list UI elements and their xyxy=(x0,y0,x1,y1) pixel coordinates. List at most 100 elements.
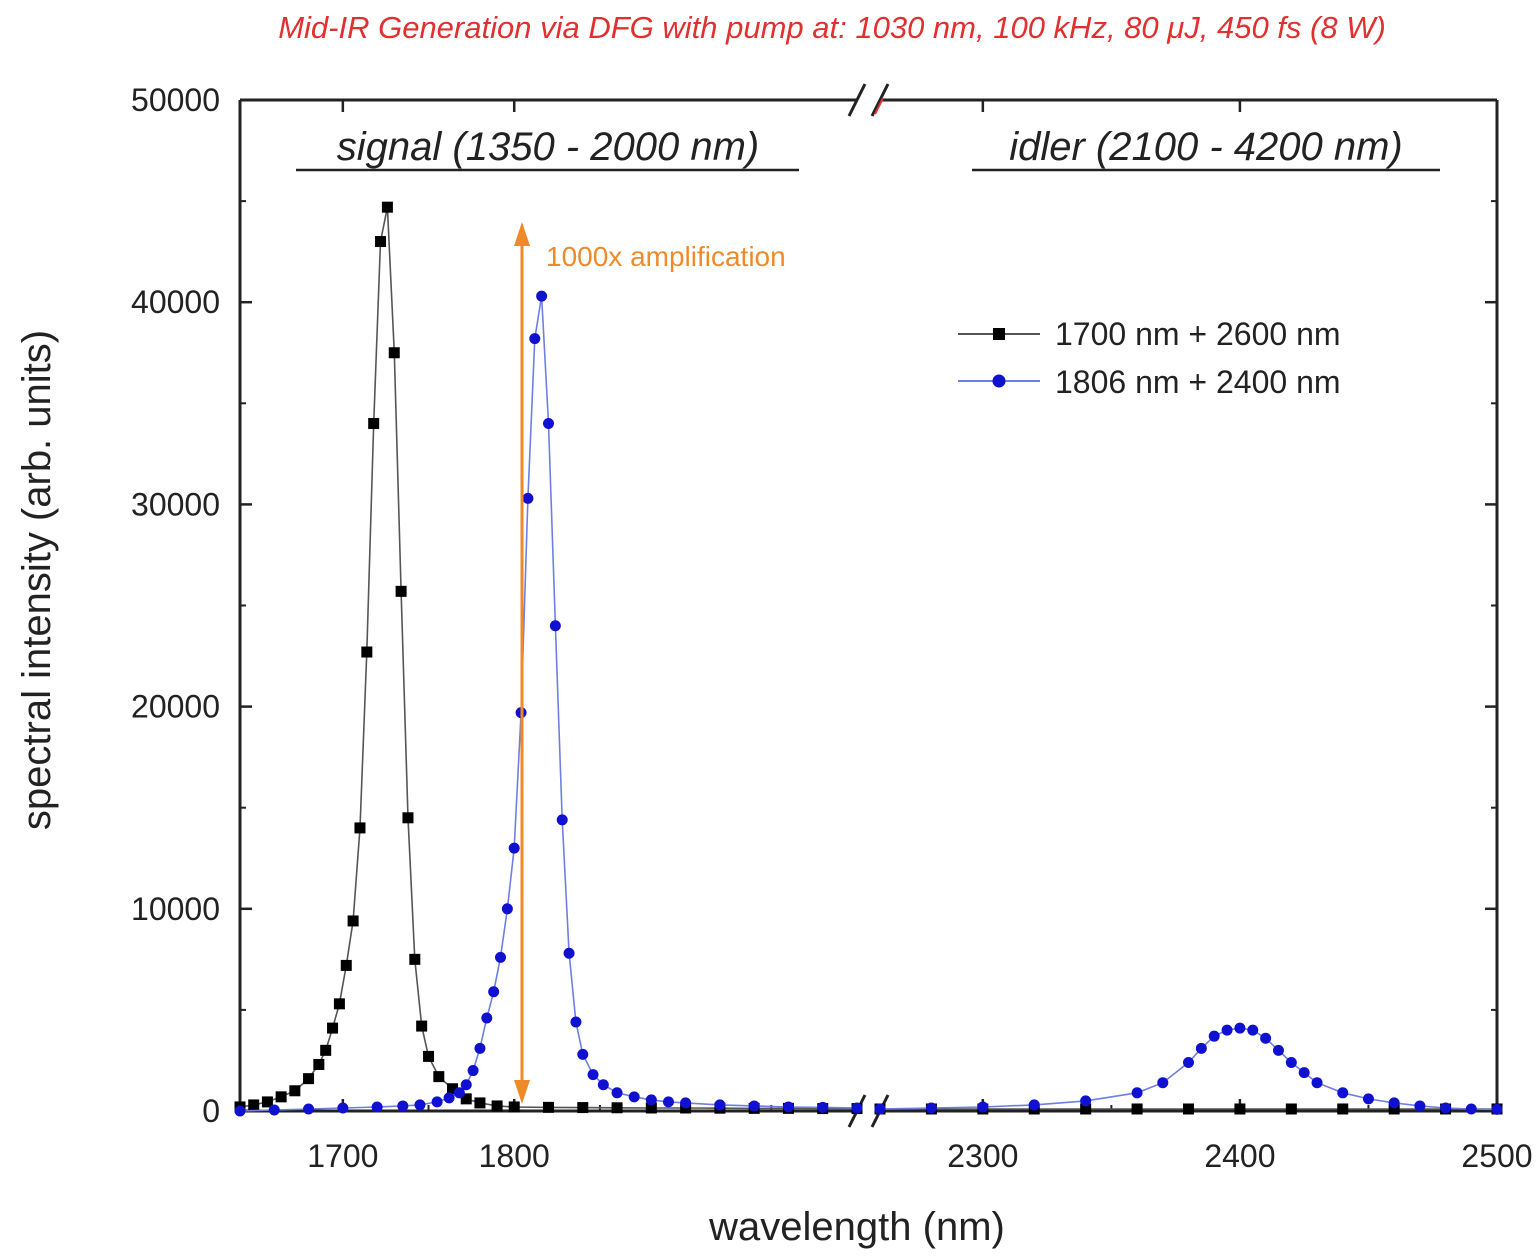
data-point-series-1 xyxy=(597,1079,609,1091)
data-point-series-1 xyxy=(1028,1099,1040,1111)
data-point-series-0 xyxy=(1234,1103,1246,1115)
data-point-series-0 xyxy=(388,347,400,359)
data-point-series-1 xyxy=(268,1104,280,1116)
data-point-series-0 xyxy=(1388,1103,1400,1115)
data-point-series-1 xyxy=(645,1094,657,1106)
data-point-series-1 xyxy=(1491,1103,1503,1115)
data-point-series-1 xyxy=(587,1069,599,1081)
data-point-series-0 xyxy=(1285,1103,1297,1115)
data-point-series-0 xyxy=(491,1100,503,1112)
data-point-series-1 xyxy=(1131,1087,1143,1099)
y-tick-label: 20000 xyxy=(131,689,220,725)
data-point-series-1 xyxy=(680,1097,692,1109)
data-point-series-1 xyxy=(495,951,507,963)
data-point-series-1 xyxy=(488,986,500,998)
data-point-series-1 xyxy=(977,1101,989,1113)
legend: 1700 nm + 2600 nm 1806 nm + 2400 nm xyxy=(958,316,1341,400)
data-point-series-1 xyxy=(1195,1042,1207,1054)
data-point-series-0 xyxy=(433,1071,445,1083)
data-point-series-0 xyxy=(261,1096,273,1108)
legend-marker-series-1 xyxy=(992,374,1006,388)
data-point-series-1 xyxy=(397,1100,409,1112)
data-point-series-0 xyxy=(354,822,366,834)
data-point-series-0 xyxy=(1080,1103,1092,1115)
data-point-series-1 xyxy=(1414,1100,1426,1112)
data-point-series-0 xyxy=(611,1102,623,1114)
data-point-series-1 xyxy=(628,1091,640,1103)
data-point-series-0 xyxy=(275,1091,287,1103)
data-point-series-1 xyxy=(570,1016,582,1028)
data-point-series-1 xyxy=(1362,1093,1374,1105)
data-point-series-1 xyxy=(536,290,548,302)
data-point-series-0 xyxy=(313,1058,325,1070)
data-point-series-1 xyxy=(414,1099,426,1111)
data-point-series-0 xyxy=(1183,1103,1194,1115)
data-point-series-1 xyxy=(467,1065,479,1077)
data-point-series-1 xyxy=(234,1105,246,1117)
series-group xyxy=(234,201,1503,1117)
amplification-label: 1000x amplification xyxy=(546,241,786,272)
series-1-line-segment xyxy=(879,1027,1498,1111)
data-point-series-1 xyxy=(611,1087,623,1099)
series-1-line-segment xyxy=(239,295,858,1112)
data-point-series-0 xyxy=(409,953,421,965)
data-point-series-1 xyxy=(303,1103,315,1115)
data-point-series-0 xyxy=(423,1050,435,1062)
y-tick-label: 0 xyxy=(202,1093,220,1129)
data-point-series-0 xyxy=(248,1099,260,1111)
y-tick-label: 40000 xyxy=(131,284,220,320)
data-point-series-0 xyxy=(1131,1103,1143,1115)
data-point-series-0 xyxy=(361,646,373,658)
series-1 xyxy=(234,290,1503,1117)
data-point-series-1 xyxy=(1247,1024,1259,1036)
data-point-series-1 xyxy=(577,1048,589,1060)
data-point-series-0 xyxy=(333,998,345,1010)
data-point-series-1 xyxy=(556,814,568,826)
data-point-series-1 xyxy=(453,1087,465,1099)
data-point-series-0 xyxy=(460,1093,472,1105)
amplification-arrow-head-top xyxy=(514,222,530,246)
data-point-series-0 xyxy=(347,915,359,927)
plot-axes: 0 10000 20000 30000 40000 50000 1700 1800 2300 24… xyxy=(131,82,1533,1174)
data-point-series-1 xyxy=(925,1102,937,1114)
data-point-series-1 xyxy=(1388,1097,1400,1109)
data-point-series-1 xyxy=(874,1103,886,1115)
legend-label-series-0: 1700 nm + 2600 nm xyxy=(1055,316,1341,352)
data-point-series-1 xyxy=(1440,1102,1452,1114)
data-point-series-0 xyxy=(375,236,387,248)
data-point-series-0 xyxy=(303,1073,315,1085)
amplification-arrow-head-bottom xyxy=(514,1080,530,1104)
axis-break-accent xyxy=(874,97,884,115)
data-point-series-1 xyxy=(1157,1077,1169,1089)
data-point-series-0 xyxy=(327,1022,339,1034)
chart-title: Mid-IR Generation via DFG with pump at: … xyxy=(278,10,1386,45)
data-point-series-1 xyxy=(563,947,575,959)
y-tick-label: 30000 xyxy=(131,486,220,522)
y-axis-title: spectral intensity (arb. units) xyxy=(15,330,59,830)
x-axis-title: wavelength (nm) xyxy=(708,1205,1005,1249)
data-point-series-1 xyxy=(549,620,561,632)
region-label-idler: idler (2100 - 4200 nm) xyxy=(1009,125,1403,169)
data-point-series-1 xyxy=(508,842,520,854)
data-point-series-1 xyxy=(1272,1044,1284,1056)
x-tick-label: 2500 xyxy=(1461,1138,1532,1174)
data-point-series-0 xyxy=(447,1083,459,1095)
data-point-series-1 xyxy=(1183,1056,1194,1068)
x-tick-label: 1700 xyxy=(307,1138,378,1174)
data-point-series-1 xyxy=(474,1042,486,1054)
data-point-series-1 xyxy=(443,1092,455,1104)
data-point-series-0 xyxy=(395,585,407,597)
data-point-series-0 xyxy=(340,959,352,971)
data-point-series-1 xyxy=(522,492,534,504)
data-point-series-1 xyxy=(1208,1030,1220,1042)
data-point-series-0 xyxy=(508,1101,520,1113)
data-point-series-1 xyxy=(748,1100,760,1112)
y-tick-label: 50000 xyxy=(131,82,220,118)
data-point-series-1 xyxy=(1234,1022,1246,1034)
data-point-series-1 xyxy=(1311,1077,1323,1089)
data-point-series-0 xyxy=(402,812,414,824)
data-point-series-0 xyxy=(1337,1103,1349,1115)
data-point-series-0 xyxy=(416,1020,428,1032)
data-point-series-0 xyxy=(645,1102,657,1114)
